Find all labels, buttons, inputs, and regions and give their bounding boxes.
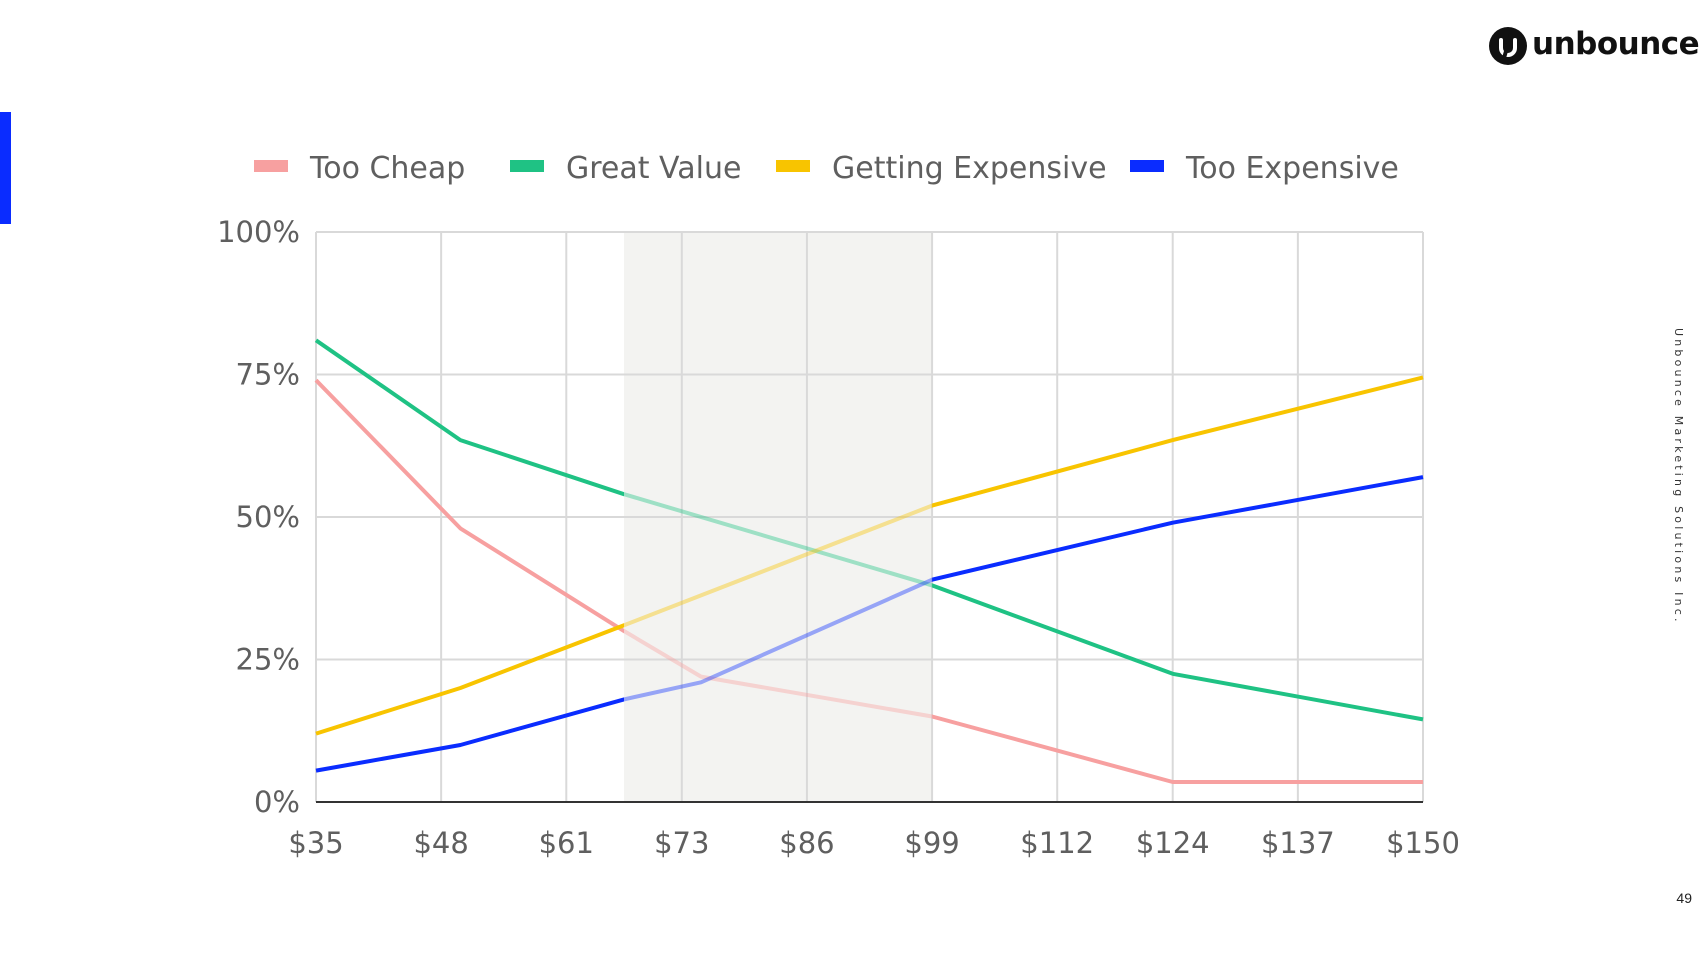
series-line-faded-too-expensive: [624, 577, 933, 702]
x-tick-label: $150: [1386, 826, 1460, 860]
legend-swatch: [254, 160, 288, 172]
y-tick-label: 100%: [217, 215, 300, 249]
x-tick-label: $112: [1020, 826, 1094, 860]
y-tick-label: 75%: [236, 358, 300, 392]
series-line-faded-too-cheap: [624, 628, 933, 719]
page-number: 49: [1676, 890, 1692, 906]
x-tick-label: $61: [539, 826, 594, 860]
x-tick-label: $99: [904, 826, 959, 860]
x-tick-label: $124: [1136, 826, 1210, 860]
legend-swatch: [1130, 160, 1164, 172]
x-tick-label: $137: [1261, 826, 1335, 860]
y-tick-label: 25%: [236, 643, 300, 677]
legend-label: Too Cheap: [309, 151, 465, 186]
legend-swatch: [510, 160, 544, 172]
y-tick-label: 50%: [236, 500, 300, 534]
unbounce-logo-icon: [1489, 27, 1527, 65]
legend-label: Getting Expensive: [832, 151, 1107, 186]
y-tick-label: 0%: [254, 785, 300, 819]
x-tick-label: $35: [288, 826, 343, 860]
legend-label: Too Expensive: [1185, 151, 1399, 186]
company-name: Unbounce Marketing Solutions Inc.: [1672, 328, 1685, 625]
series-line-faded-getting-expensive: [624, 503, 933, 628]
accent-bar: [0, 112, 11, 224]
x-tick-label: $86: [779, 826, 834, 860]
unbounce-logo: unbounce: [1488, 24, 1700, 68]
x-tick-label: $73: [654, 826, 709, 860]
legend-label: Great Value: [566, 151, 741, 186]
legend-swatch: [776, 160, 810, 172]
x-tick-label: $48: [413, 826, 468, 860]
logo-text: unbounce: [1532, 26, 1700, 62]
series-line-faded-great-value: [624, 492, 933, 588]
